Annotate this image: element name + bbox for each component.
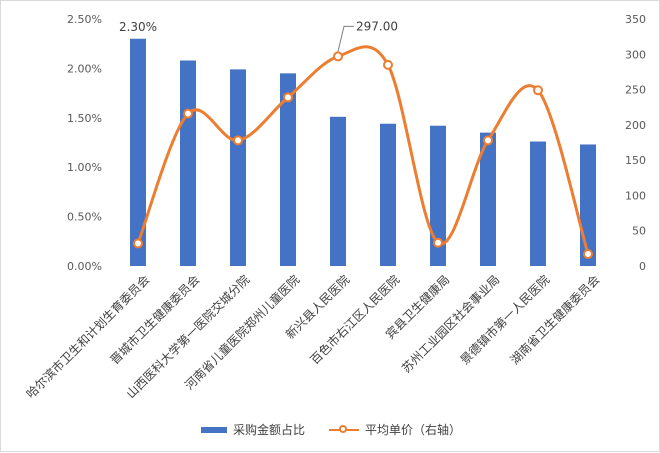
line-path: [136, 45, 590, 255]
right-tick-label: 350: [625, 13, 646, 26]
bar: [330, 116, 346, 266]
line-point: [433, 237, 443, 248]
line-point: [483, 135, 493, 146]
right-tick-label: 0: [639, 260, 646, 273]
bar: [380, 123, 396, 266]
category-label: 苏州工业园区社会事业局: [398, 272, 502, 376]
legend-item-line: 平均单价（右轴）: [329, 421, 461, 438]
bar: [280, 73, 296, 266]
right-tick-label: 250: [625, 84, 646, 97]
right-tick-label: 300: [625, 48, 646, 61]
bar: [130, 38, 146, 267]
bar: [580, 144, 596, 266]
left-tick-label: 0.00%: [67, 260, 102, 273]
right-tick-label: 150: [625, 154, 646, 167]
bar: [530, 141, 546, 266]
bar: [230, 69, 246, 266]
left-tick-label: 1.50%: [67, 112, 102, 125]
left-axis: 0.00% 0.50% 1.00% 1.50% 2.00% 2.50%: [67, 13, 102, 273]
line-point: [283, 92, 293, 103]
line-point: [583, 249, 593, 260]
line-point: [133, 238, 143, 249]
right-axis: 0 50 100 150 200 250 300 350: [625, 13, 646, 273]
bar: [430, 125, 446, 266]
line-series: [133, 45, 593, 260]
bar-data-label: 2.30%: [119, 20, 157, 34]
annotations: 2.30% 297.00: [119, 19, 398, 52]
legend-item-bar: 采购金额占比: [200, 421, 305, 438]
bar: [480, 132, 496, 266]
left-tick-label: 1.00%: [67, 161, 102, 174]
line-point: [183, 108, 193, 119]
line-point: [333, 51, 343, 62]
line-point: [533, 85, 543, 96]
legend-line-label: 平均单价（右轴）: [365, 423, 462, 437]
bar-series: [130, 38, 596, 267]
legend: 采购金额占比 平均单价（右轴）: [1, 421, 660, 438]
category-label: 晋城市卫生健康委员会: [107, 272, 202, 367]
legend-bar-swatch: [200, 426, 227, 433]
right-tick-label: 200: [625, 119, 646, 132]
category-label: 百色市右江区人民医院: [307, 272, 402, 367]
left-tick-label: 2.00%: [67, 62, 102, 75]
right-tick-label: 50: [632, 225, 646, 238]
left-tick-label: 2.50%: [67, 13, 102, 26]
legend-line-swatch: [329, 424, 359, 436]
line-data-label: 297.00: [356, 19, 398, 33]
category-label: 湖南省卫生健康委员会: [507, 272, 602, 367]
line-point: [383, 59, 393, 70]
category-axis: 哈尔滨市卫生和计划生育委员会晋城市卫生健康委员会山西医科大学第一医院交城分院河南…: [23, 272, 602, 401]
line-point: [233, 135, 243, 146]
category-label: 景德镇市第一人民医院: [457, 272, 552, 367]
legend-bar-label: 采购金额占比: [232, 423, 305, 437]
right-tick-label: 100: [625, 189, 646, 202]
left-tick-label: 0.50%: [67, 211, 102, 224]
bar: [180, 60, 196, 266]
callout-leader: [337, 25, 354, 52]
